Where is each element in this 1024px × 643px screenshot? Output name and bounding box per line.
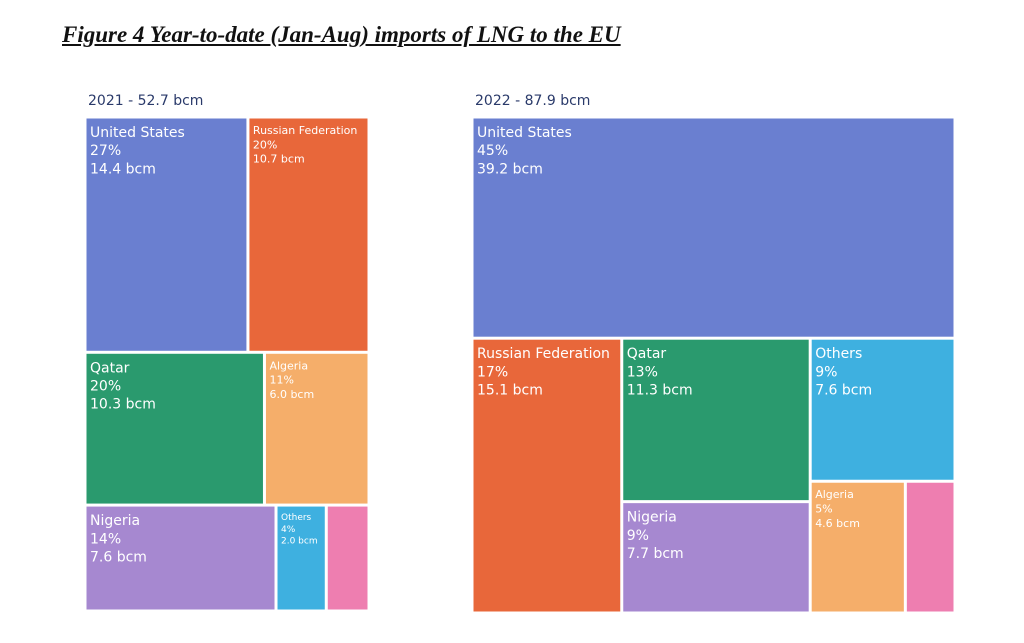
tile-value: 10.3 bcm [90, 397, 156, 413]
tile-label: Algeria [269, 359, 308, 372]
tile-value: 2.0 bcm [281, 536, 318, 546]
tile-share: 45% [477, 143, 508, 159]
tile-share: 9% [815, 364, 837, 380]
tile [473, 118, 954, 337]
tile-share: 20% [253, 138, 277, 151]
tile [86, 506, 275, 610]
tile-label: United States [477, 125, 572, 141]
tile [249, 118, 368, 351]
tile-value: 11.3 bcm [627, 383, 693, 399]
tile [86, 118, 247, 351]
tile-label: United States [90, 125, 185, 141]
tile [906, 482, 954, 612]
tile [811, 482, 904, 612]
tile-label: Nigeria [627, 510, 677, 526]
tile [811, 339, 954, 480]
chart-subtitle: 2022 - 87.9 bcm [475, 93, 590, 109]
tile-label: Russian Federation [253, 124, 357, 137]
tile-share: 14% [90, 531, 121, 547]
tile [623, 339, 809, 501]
tile-label: Algeria [815, 488, 854, 501]
tile-value: 14.4 bcm [90, 161, 156, 177]
tile [265, 353, 368, 504]
tile-label: Others [281, 513, 312, 523]
tile-value: 10.7 bcm [253, 153, 305, 166]
tile-share: 5% [815, 503, 832, 516]
tile-value: 7.7 bcm [627, 546, 684, 562]
tile-share: 11% [269, 374, 293, 387]
tile-label: Qatar [90, 360, 130, 376]
tile-value: 4.6 bcm [815, 517, 860, 530]
tile-label: Nigeria [90, 513, 140, 529]
tile [86, 353, 263, 504]
tile-share: 20% [90, 378, 121, 394]
tile-share: 27% [90, 143, 121, 159]
figure-title: Figure 4 Year-to-date (Jan-Aug) imports … [62, 22, 621, 47]
tile-label: Others [815, 346, 862, 362]
tile-label: Russian Federation [477, 346, 610, 362]
tile-value: 6.0 bcm [269, 388, 314, 401]
tile-share: 13% [627, 364, 658, 380]
tile [623, 503, 809, 612]
chart-subtitle: 2021 - 52.7 bcm [88, 93, 203, 109]
tile-share: 4% [281, 525, 296, 535]
tile-value: 39.2 bcm [477, 161, 543, 177]
tile-share: 9% [627, 528, 649, 544]
tile-label: Qatar [627, 346, 667, 362]
tile [277, 506, 325, 610]
tile-value: 15.1 bcm [477, 383, 543, 399]
tile-value: 7.6 bcm [90, 549, 147, 565]
tile [473, 339, 621, 612]
tile-value: 7.6 bcm [815, 383, 872, 399]
tile [327, 506, 368, 610]
tile-share: 17% [477, 364, 508, 380]
